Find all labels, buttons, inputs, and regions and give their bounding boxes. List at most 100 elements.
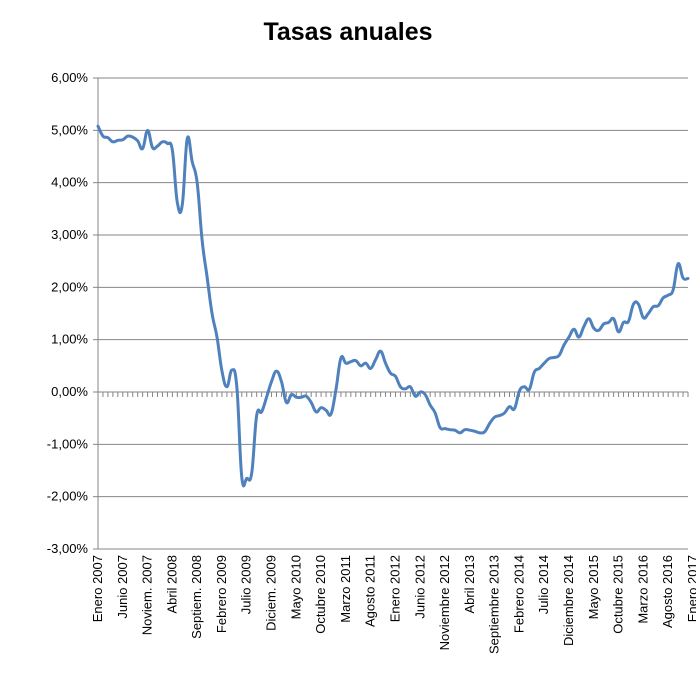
chart-title: Tasas anuales — [263, 18, 432, 46]
data-point — [424, 393, 427, 396]
y-tick-labels: 6,00% 5,00% 4,00% 3,00% 2,00% 1,00% 0,00% -1,00… — [47, 70, 89, 556]
data-point — [463, 428, 466, 431]
data-point — [230, 369, 233, 372]
data-point — [275, 370, 278, 373]
x-tick-label: Agosto 2011 — [363, 555, 378, 627]
data-point — [121, 138, 124, 141]
data-point — [186, 137, 189, 140]
data-point — [245, 477, 248, 480]
data-point — [607, 321, 610, 324]
data-point — [374, 358, 377, 361]
data-point — [682, 276, 685, 279]
x-tick-label: Marzo 2016 — [635, 555, 650, 624]
data-point — [196, 181, 199, 184]
data-point — [662, 296, 665, 299]
data-point — [295, 396, 298, 399]
data-point — [305, 395, 308, 398]
x-tick-label: Febrero 2014 — [511, 555, 526, 633]
data-point — [414, 395, 417, 398]
data-point — [652, 305, 655, 308]
data-point — [97, 125, 100, 128]
x-tick-label: Marzo 2011 — [338, 555, 353, 623]
data-point — [111, 140, 114, 143]
data-point — [211, 312, 214, 315]
x-tick-label: Octubre 2015 — [611, 555, 626, 634]
data-point — [300, 396, 303, 399]
data-point — [156, 145, 159, 148]
x-tick-label: Septiembre 2013 — [487, 555, 502, 654]
y-tick-label: 3,00% — [51, 227, 88, 242]
data-point — [439, 426, 442, 429]
x-tick-label: Enero 2012 — [387, 555, 402, 622]
y-tick-label: -2,00% — [47, 489, 89, 504]
data-point — [528, 388, 531, 391]
data-point — [597, 329, 600, 332]
data-point — [359, 364, 362, 367]
data-point — [131, 136, 134, 139]
series-layer — [96, 124, 690, 488]
data-point — [141, 147, 144, 150]
x-tick-label: Diciembre 2014 — [561, 555, 576, 646]
data-point — [394, 375, 397, 378]
x-tick-label: Julio 2014 — [536, 555, 551, 614]
data-point — [260, 410, 263, 413]
data-point — [315, 410, 318, 413]
data-point — [290, 393, 293, 396]
data-point — [657, 304, 660, 307]
x-tick-label: Enero 2017 — [685, 555, 696, 622]
data-point — [344, 362, 347, 365]
data-point — [667, 294, 670, 297]
x-tick-label: Noviembre 2012 — [437, 555, 452, 650]
data-point — [225, 385, 228, 388]
x-tick-label: Julio 2009 — [239, 555, 254, 614]
data-point — [320, 406, 323, 409]
x-tick-label: Abril 2008 — [164, 555, 179, 614]
data-point — [617, 330, 620, 333]
data-point — [384, 362, 387, 365]
series-line — [96, 124, 690, 488]
y-tick-label: 6,00% — [51, 70, 88, 85]
x-tick-label: Junio 2012 — [412, 555, 427, 619]
x-tick-label: Abril 2013 — [462, 555, 477, 614]
data-point — [429, 404, 432, 407]
data-point — [577, 336, 580, 339]
data-point — [582, 325, 585, 328]
data-point — [146, 129, 149, 132]
data-point — [404, 387, 407, 390]
data-point — [285, 401, 288, 404]
data-point — [449, 428, 452, 431]
data-point — [558, 354, 561, 357]
data-point — [572, 328, 575, 331]
y-tick-label: 5,00% — [51, 122, 88, 137]
data-point — [473, 430, 476, 433]
data-point — [191, 160, 194, 163]
data-point — [587, 317, 590, 320]
data-point — [687, 277, 690, 280]
data-point — [548, 357, 551, 360]
data-point — [240, 476, 243, 479]
data-point — [637, 303, 640, 306]
data-point — [220, 370, 223, 373]
data-point — [592, 327, 595, 330]
data-point — [354, 359, 357, 362]
data-point — [101, 135, 104, 138]
data-point — [508, 405, 511, 408]
data-point — [622, 321, 625, 324]
y-tick-label: -3,00% — [47, 541, 89, 556]
x-tick-labels: Enero 2007 Junio 2007 Noviem. 2007 Abril 20… — [90, 555, 696, 654]
data-point — [265, 396, 268, 399]
data-point — [201, 239, 204, 242]
data-point — [468, 429, 471, 432]
data-point — [444, 427, 447, 430]
data-point — [568, 336, 571, 339]
data-point — [642, 316, 645, 319]
y-tick-label: 1,00% — [51, 332, 88, 347]
data-point — [627, 320, 630, 323]
data-point — [379, 350, 382, 353]
data-point — [136, 139, 139, 142]
data-point — [498, 414, 501, 417]
x-tick-label: Octubre 2010 — [313, 555, 328, 634]
data-point — [672, 288, 675, 291]
y-tick-label: 0,00% — [51, 384, 88, 399]
